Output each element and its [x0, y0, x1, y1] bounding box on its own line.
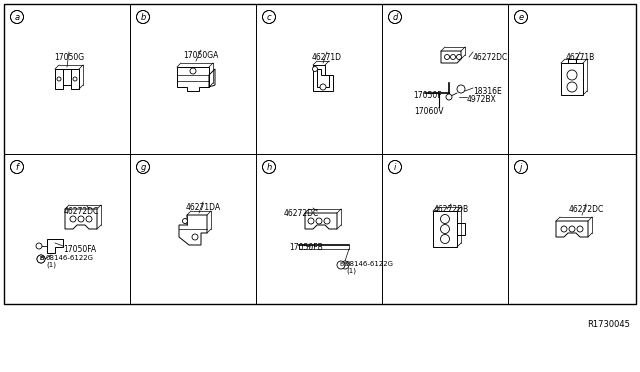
Text: B: B — [339, 263, 343, 267]
Circle shape — [316, 218, 322, 224]
Bar — [457, 223, 465, 235]
Bar — [433, 211, 457, 247]
Circle shape — [446, 94, 452, 100]
Circle shape — [37, 255, 45, 263]
Circle shape — [136, 10, 150, 23]
Circle shape — [388, 160, 401, 173]
Circle shape — [456, 55, 461, 60]
Circle shape — [182, 218, 188, 224]
Circle shape — [337, 261, 345, 269]
Text: j: j — [520, 163, 522, 171]
Text: i: i — [394, 163, 396, 171]
Text: 17060V: 17060V — [414, 107, 444, 116]
Circle shape — [37, 255, 45, 263]
Text: 46271B: 46271B — [565, 53, 595, 62]
Bar — [561, 63, 583, 95]
Circle shape — [262, 160, 275, 173]
Circle shape — [515, 10, 527, 23]
Text: B: B — [39, 257, 43, 262]
Circle shape — [70, 216, 76, 222]
Text: f: f — [15, 163, 19, 171]
Text: 08146-6122G
(1): 08146-6122G (1) — [46, 255, 94, 269]
Text: B: B — [39, 257, 43, 262]
Bar — [568, 59, 576, 63]
Circle shape — [567, 70, 577, 80]
Text: 46272DC: 46272DC — [568, 205, 604, 214]
Circle shape — [567, 82, 577, 92]
Text: 46272DC: 46272DC — [473, 53, 508, 62]
Text: 17050FA: 17050FA — [63, 245, 96, 254]
Circle shape — [136, 160, 150, 173]
Text: 17050G: 17050G — [54, 53, 84, 62]
Text: 46272DC: 46272DC — [63, 207, 99, 216]
Text: 46271DA: 46271DA — [186, 203, 221, 212]
Text: 46271D: 46271D — [312, 53, 342, 62]
Text: h: h — [266, 163, 271, 171]
Circle shape — [86, 216, 92, 222]
Text: 4972BX: 4972BX — [467, 95, 497, 104]
Circle shape — [577, 226, 583, 232]
Circle shape — [57, 77, 61, 81]
Text: 17050F: 17050F — [413, 91, 442, 100]
Circle shape — [440, 215, 449, 224]
Circle shape — [324, 218, 330, 224]
Text: g: g — [140, 163, 146, 171]
Circle shape — [569, 226, 575, 232]
Text: a: a — [15, 13, 20, 22]
Text: R1730045: R1730045 — [587, 320, 630, 329]
Text: 46272DC: 46272DC — [284, 209, 319, 218]
Circle shape — [190, 68, 196, 74]
Circle shape — [192, 234, 198, 240]
Circle shape — [320, 84, 326, 90]
Circle shape — [10, 160, 24, 173]
Text: e: e — [518, 13, 524, 22]
Circle shape — [440, 234, 449, 244]
Text: b: b — [140, 13, 146, 22]
Circle shape — [388, 10, 401, 23]
Text: 17050FB: 17050FB — [289, 243, 323, 252]
Circle shape — [451, 55, 456, 60]
Text: B: B — [343, 263, 347, 267]
Circle shape — [561, 226, 567, 232]
Text: 18316E: 18316E — [473, 87, 502, 96]
Circle shape — [457, 85, 465, 93]
Circle shape — [73, 77, 77, 81]
Circle shape — [341, 261, 349, 269]
Text: 17050GA: 17050GA — [183, 51, 219, 60]
Text: 46272DB: 46272DB — [433, 205, 468, 214]
Circle shape — [308, 218, 314, 224]
Circle shape — [312, 67, 317, 71]
Bar — [4, 4, 636, 304]
Circle shape — [440, 224, 449, 234]
Circle shape — [36, 243, 42, 249]
Text: d: d — [392, 13, 397, 22]
Circle shape — [10, 10, 24, 23]
Circle shape — [262, 10, 275, 23]
Text: 08146-6122G
(1): 08146-6122G (1) — [346, 261, 394, 275]
Circle shape — [78, 216, 84, 222]
Circle shape — [445, 55, 449, 60]
Circle shape — [515, 160, 527, 173]
Text: c: c — [267, 13, 271, 22]
